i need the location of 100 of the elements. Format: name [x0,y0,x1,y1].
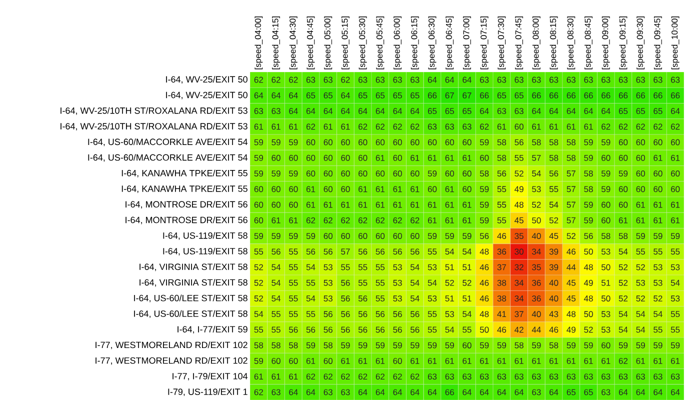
y-tick-label: I-77, WESTMORELAND RD/EXIT 102 [96,357,248,365]
data-label: 63 [550,76,558,83]
data-label: 66 [445,389,454,396]
data-label: 52 [636,295,645,302]
data-label: 52 [654,295,662,302]
data-label: 53 [532,186,541,192]
x-tick-label: [speed_08:30] [567,16,576,70]
data-label: 58 [602,233,610,240]
data-label: 63 [341,389,350,396]
data-label: 65 [462,108,472,114]
data-label: 60 [289,186,298,192]
data-label: 59 [584,202,593,208]
data-label: 52 [566,233,576,240]
data-label: 46 [497,233,506,240]
data-label: 62 [376,124,384,130]
data-label: 60 [289,154,298,161]
data-label: 48 [566,311,576,318]
data-label: 58 [497,154,506,161]
data-label: 64 [445,76,454,83]
data-label: 60 [324,154,333,161]
data-label: 59 [272,170,280,177]
data-label: 58 [584,170,593,177]
data-label: 54 [410,264,420,270]
data-label: 60 [358,154,368,161]
data-label: 59 [480,342,489,348]
x-tick-label: [speed_06:00] [394,16,402,70]
data-label: 63 [514,108,524,114]
x-tick-label: [speed_08:00] [532,16,540,70]
data-label: 59 [428,170,437,177]
data-label: 54 [654,311,662,318]
data-label: 65 [358,92,368,98]
data-label: 63 [618,374,628,380]
data-label: 60 [341,139,350,146]
data-label: 51 [462,264,472,270]
data-label: 60 [462,342,472,348]
data-label: 60 [480,154,489,161]
data-label: 56 [358,326,368,333]
data-label: 59 [272,139,280,146]
data-label: 62 [254,389,263,396]
data-label: 61 [272,217,280,224]
data-label: 59 [376,342,385,348]
data-label: 65 [618,108,628,114]
data-label: 53 [602,326,610,333]
data-label: 61 [654,202,662,208]
x-tick-label: [speed_10:00] [671,16,680,70]
data-label: 54 [306,264,316,270]
data-label: 61 [618,217,628,224]
data-label: 58 [566,154,576,161]
data-label: 59 [462,233,472,240]
data-label: 53 [324,264,332,270]
data-label: 45 [566,280,576,286]
data-label: 56 [341,295,350,302]
data-label: 60 [376,139,385,146]
data-label: 54 [445,248,454,255]
data-label: 55 [670,248,680,255]
y-tick-label: I-64, WV-25/10TH ST/ROXALANA RD/EXIT 53 [60,122,248,130]
data-label: 53 [636,280,645,286]
data-label: 52 [549,217,558,224]
data-label: 50 [480,326,489,333]
data-label: 60 [376,233,385,240]
data-label: 64 [341,108,350,114]
data-label: 55 [549,186,558,192]
data-label: 36 [532,280,541,286]
data-label: 59 [480,186,489,192]
data-label: 61 [428,154,437,161]
data-label: 62 [272,76,280,83]
data-label: 62 [410,124,420,130]
data-label: 61 [654,358,662,364]
y-tick-label: I-64, WV-25/EXIT 50 [166,92,248,100]
data-label: 60 [428,139,437,146]
data-label: 64 [462,389,472,396]
data-label: 59 [289,170,298,177]
data-label: 62 [393,124,402,130]
data-label: 61 [289,124,298,130]
data-label: 62 [602,124,610,130]
data-label: 63 [636,76,645,83]
data-label: 55 [272,326,280,333]
data-label: 61 [272,374,280,380]
data-label: 55 [428,311,437,318]
data-label: 54 [410,280,420,286]
data-label: 66 [532,92,541,98]
data-label: 56 [376,248,385,255]
data-label: 65 [445,108,454,114]
data-label: 59 [254,233,264,240]
data-label: 61 [671,154,680,161]
data-label: 60 [462,139,472,146]
data-label: 59 [428,342,437,348]
data-label: 52 [636,264,645,270]
data-label: 61 [358,358,368,364]
data-label: 61 [462,202,472,208]
data-label: 61 [393,186,402,192]
data-label: 60 [254,202,264,208]
data-label: 55 [358,280,368,286]
data-label: 63 [272,389,280,396]
data-label: 61 [376,358,385,364]
data-label: 64 [289,108,298,114]
data-label: 63 [254,108,264,114]
data-label: 60 [393,233,402,240]
data-label: 61 [410,358,420,364]
data-label: 37 [497,264,506,270]
